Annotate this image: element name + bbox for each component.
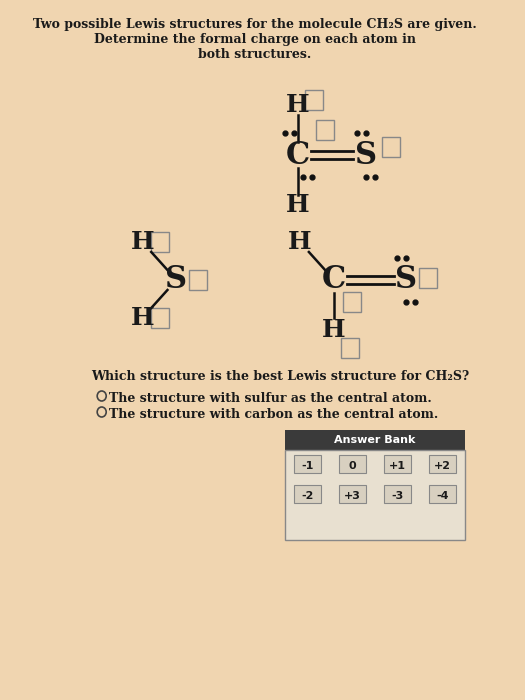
FancyBboxPatch shape [384, 455, 411, 473]
Text: S: S [354, 139, 377, 171]
Text: S: S [165, 265, 187, 295]
Text: -2: -2 [301, 491, 313, 501]
Text: The structure with carbon as the central atom.: The structure with carbon as the central… [109, 408, 438, 421]
FancyBboxPatch shape [285, 430, 465, 450]
Text: H: H [286, 93, 310, 117]
Text: H: H [322, 318, 346, 342]
Text: Two possible Lewis structures for the molecule CH₂S are given. Determine the for: Two possible Lewis structures for the mo… [33, 18, 477, 61]
Text: -4: -4 [436, 491, 448, 501]
FancyBboxPatch shape [384, 485, 411, 503]
Text: -1: -1 [301, 461, 313, 471]
Text: S: S [395, 265, 417, 295]
Text: +2: +2 [434, 461, 450, 471]
Text: +1: +1 [388, 461, 406, 471]
FancyBboxPatch shape [293, 455, 321, 473]
Text: C: C [322, 265, 346, 295]
Text: The structure with sulfur as the central atom.: The structure with sulfur as the central… [109, 392, 432, 405]
FancyBboxPatch shape [285, 450, 465, 540]
Text: -3: -3 [391, 491, 403, 501]
Text: +3: +3 [344, 491, 361, 501]
FancyBboxPatch shape [339, 455, 365, 473]
Text: C: C [286, 139, 310, 171]
Text: H: H [130, 306, 154, 330]
Text: Answer Bank: Answer Bank [334, 435, 415, 445]
Text: H: H [288, 230, 312, 254]
Text: H: H [130, 230, 154, 254]
FancyBboxPatch shape [339, 485, 365, 503]
FancyBboxPatch shape [293, 485, 321, 503]
Text: Which structure is the best Lewis structure for CH₂S?: Which structure is the best Lewis struct… [91, 370, 469, 383]
FancyBboxPatch shape [429, 455, 456, 473]
Text: H: H [286, 193, 310, 217]
Text: 0: 0 [348, 461, 356, 471]
FancyBboxPatch shape [429, 485, 456, 503]
